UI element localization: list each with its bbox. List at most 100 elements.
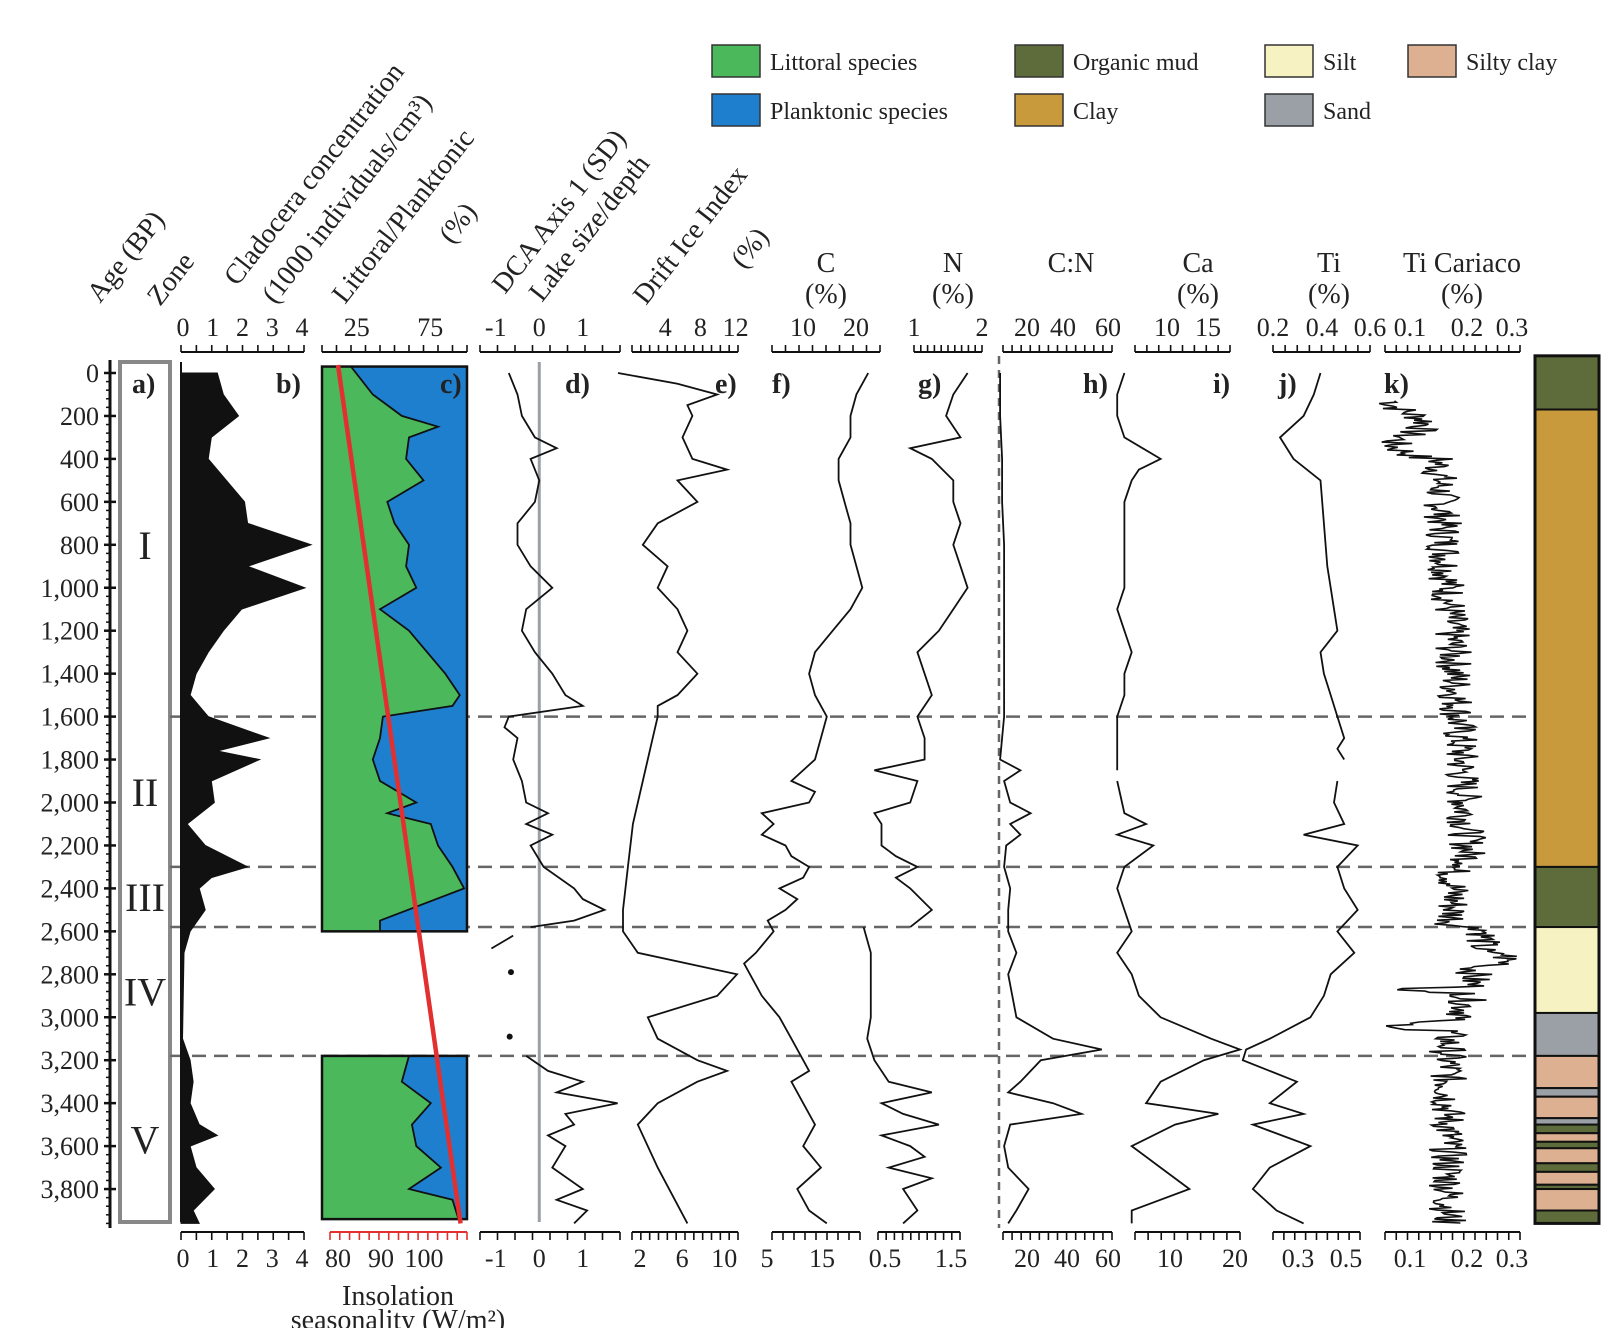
zone-label-III: III (125, 875, 165, 920)
zone-title: Zone (141, 247, 201, 311)
bottom-tick-label-k: 0.3 (1496, 1244, 1529, 1273)
header-ti-cariaco: Ti Cariaco (1403, 248, 1521, 279)
header-cn: C:N (1048, 248, 1095, 279)
zone-label-II: II (132, 770, 159, 815)
top-tick-label-g: 2 (976, 313, 989, 342)
top-tick-label-i: 15 (1195, 313, 1221, 342)
cladocera-area (180, 372, 313, 1224)
panel-label-c: c) (440, 369, 462, 400)
straight-headers: C (%) N (%) C:N Ca (%) Ti (%) Ti Cariaco… (291, 248, 1521, 1328)
dca-line-lower (525, 1055, 618, 1225)
top-tick-label-k: 0.2 (1451, 313, 1484, 342)
header-ti-unit: (%) (1308, 279, 1350, 310)
header-n: N (943, 248, 963, 279)
panel-label-h: h) (1083, 369, 1108, 400)
bottom-tick-label-h: 60 (1095, 1244, 1121, 1273)
age-tick-label: 3,800 (41, 1175, 100, 1204)
bottom-tick-label-d: -1 (485, 1244, 507, 1273)
lithology-unit-silty-clay (1534, 1188, 1600, 1212)
top-tick-label-j: 0.2 (1257, 313, 1290, 342)
age-tick-label: 0 (86, 359, 99, 388)
panel-label-g: g) (918, 369, 941, 400)
top-tick-label-d: -1 (485, 313, 507, 342)
bottom-tick-label-h: 20 (1014, 1244, 1040, 1273)
age-tick-label: 1,000 (41, 574, 100, 603)
column-headers: Age (BP) Zone Cladocera concentration (1… (81, 57, 775, 311)
bottom-tick-label-c: 80 (325, 1244, 351, 1273)
bottom-tick-label-b: 1 (206, 1244, 219, 1273)
bottom-tick-label-c: 100 (405, 1244, 444, 1273)
zone-frame (118, 360, 172, 1224)
bottom-tick-label-d: 1 (576, 1244, 589, 1273)
nitrogen-line-lower (862, 926, 940, 1225)
top-tick-label-h: 40 (1050, 313, 1076, 342)
header-ti-cariaco-unit: (%) (1441, 279, 1483, 310)
age-tick-label: 400 (60, 445, 99, 474)
panel-label-j: j) (1277, 369, 1297, 400)
top-tick-label-d: 1 (576, 313, 589, 342)
legend-swatch-planktonic (711, 93, 761, 127)
top-tick-label-j: 0.6 (1354, 313, 1387, 342)
header-n-unit: (%) (932, 279, 974, 310)
insolation-trend-line (335, 364, 463, 1224)
lithology-frame (1533, 354, 1601, 1225)
legend-swatch-silty-clay (1407, 44, 1457, 78)
insolation-label-line1: Insolation (342, 1281, 454, 1312)
legend-swatch-silt (1264, 44, 1314, 78)
top-tick-label-e: 12 (723, 313, 749, 342)
top-tick-label-f: 10 (790, 313, 816, 342)
lithology-unit-clay (1534, 408, 1600, 868)
zone-label-V: V (131, 1118, 160, 1163)
top-tick-label-h: 20 (1014, 313, 1040, 342)
bottom-tick-label-b: 3 (266, 1244, 279, 1273)
legend-label-littoral: Littoral species (770, 50, 917, 76)
age-tick-label: 600 (60, 488, 99, 517)
bottom-tick-label-g: 0.5 (869, 1244, 902, 1273)
age-tick-label: 2,600 (41, 917, 100, 946)
panel-label-e: e) (715, 369, 737, 400)
dca-line-upper (503, 372, 607, 928)
top-tick-label-b: 4 (296, 313, 309, 342)
bottom-tick-label-i: 20 (1222, 1244, 1248, 1273)
titanium-line-upper (1278, 372, 1346, 760)
age-tick-label: 1,800 (41, 746, 100, 775)
bottom-tick-label-f: 5 (761, 1244, 774, 1273)
lithology-unit-silty-clay (1534, 1054, 1600, 1090)
lp-frame-lower (320, 1054, 469, 1221)
ti-cariaco-line (1378, 400, 1517, 1224)
top-tick-label-b: 1 (206, 313, 219, 342)
age-tick-label: 2,200 (41, 831, 100, 860)
lp-frame-upper (320, 365, 469, 933)
age-tick-label: 3,200 (41, 1046, 100, 1075)
legend: Littoral species Planktonic species Orga… (711, 44, 1557, 127)
dca-gap-point (507, 969, 514, 976)
dca-gap-segment (490, 934, 514, 950)
lithology-unit-silt (1534, 926, 1600, 1014)
top-tick-label-g: 1 (908, 313, 921, 342)
age-tick-label: 200 (60, 402, 99, 431)
calcium-line-upper (1116, 372, 1163, 771)
panel-label-b: b) (276, 369, 301, 400)
age-tick-label: 2,400 (41, 874, 100, 903)
legend-label-silt: Silt (1323, 50, 1357, 76)
age-tick-label: 3,000 (41, 1003, 100, 1032)
top-tick-label-b: 0 (177, 313, 190, 342)
header-ti: Ti (1317, 248, 1341, 279)
top-tick-label-b: 3 (266, 313, 279, 342)
header-ca: Ca (1182, 248, 1214, 279)
titanium-line-lower (1241, 780, 1360, 1225)
top-tick-label-c: 25 (344, 313, 370, 342)
bottom-tick-label-b: 4 (296, 1244, 309, 1273)
header-lp-line2: (%) (433, 197, 483, 249)
panel-label-a: a) (132, 369, 155, 400)
panel-label-d: d) (565, 369, 590, 400)
dca-gap-point (506, 1033, 513, 1040)
lithology-unit-sand (1534, 1011, 1600, 1057)
age-tick-label: 1,400 (41, 660, 100, 689)
insolation-label-line2: seasonality (W/m²) (291, 1305, 505, 1328)
lithology-unit-silty-clay (1534, 1147, 1600, 1165)
legend-label-clay: Clay (1073, 99, 1118, 125)
lithology-unit-silty-clay (1534, 1132, 1600, 1143)
lithology-unit-organic-mud (1534, 1123, 1600, 1135)
